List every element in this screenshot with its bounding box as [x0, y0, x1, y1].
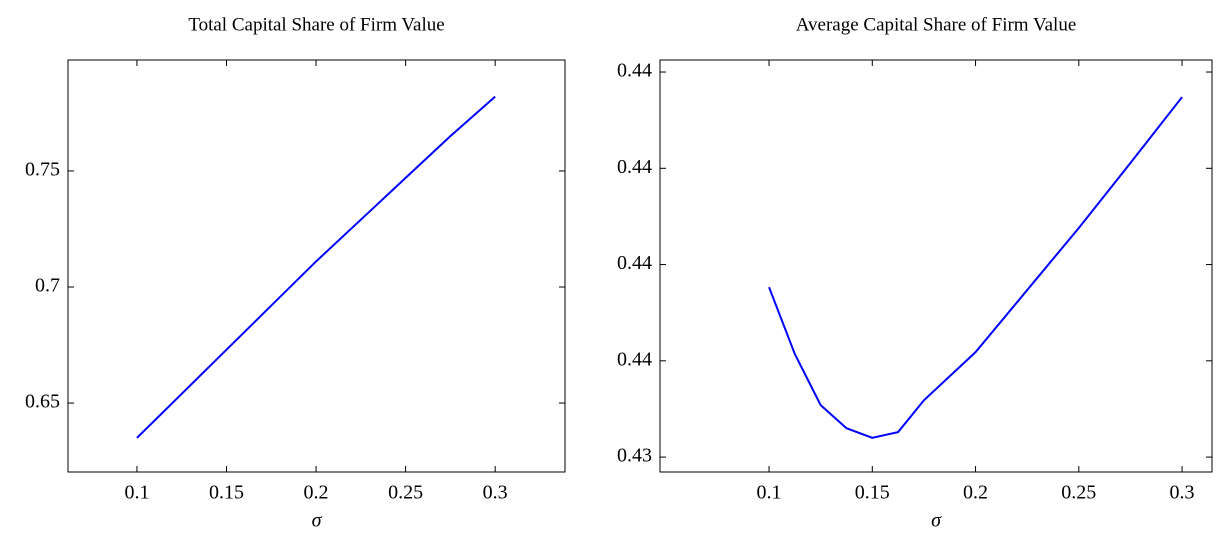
- x-tick-label: 0.2: [963, 482, 988, 504]
- y-tick-label: 0.44: [617, 252, 652, 274]
- x-tick-label: 0.25: [388, 482, 423, 504]
- x-axis-label: σ: [931, 510, 942, 532]
- x-tick-label: 0.1: [757, 482, 782, 504]
- chart-title: Total Capital Share of Firm Value: [188, 14, 444, 35]
- y-tick-label: 0.7: [35, 275, 60, 297]
- data-line: [136, 95, 496, 439]
- y-tick-label: 0.44: [617, 348, 652, 370]
- x-tick-label: 0.1: [124, 482, 149, 504]
- x-tick-label: 0.3: [483, 482, 508, 504]
- plot-frame: [67, 59, 566, 473]
- chart-title: Average Capital Share of Firm Value: [796, 14, 1077, 35]
- x-axis-label: σ: [312, 510, 323, 532]
- x-tick-label: 0.15: [209, 482, 244, 504]
- data-line: [768, 96, 1183, 439]
- y-tick-label: 0.65: [25, 391, 60, 413]
- x-tick-label: 0.2: [304, 482, 329, 504]
- x-tick-label: 0.3: [1170, 482, 1195, 504]
- y-tick-label: 0.44: [617, 60, 652, 82]
- x-tick-label: 0.25: [1061, 482, 1096, 504]
- y-tick-label: 0.43: [617, 445, 652, 467]
- x-tick-label: 0.15: [855, 482, 890, 504]
- y-tick-label: 0.44: [617, 156, 652, 178]
- y-tick-label: 0.75: [25, 159, 60, 181]
- plot-frame: [659, 59, 1213, 473]
